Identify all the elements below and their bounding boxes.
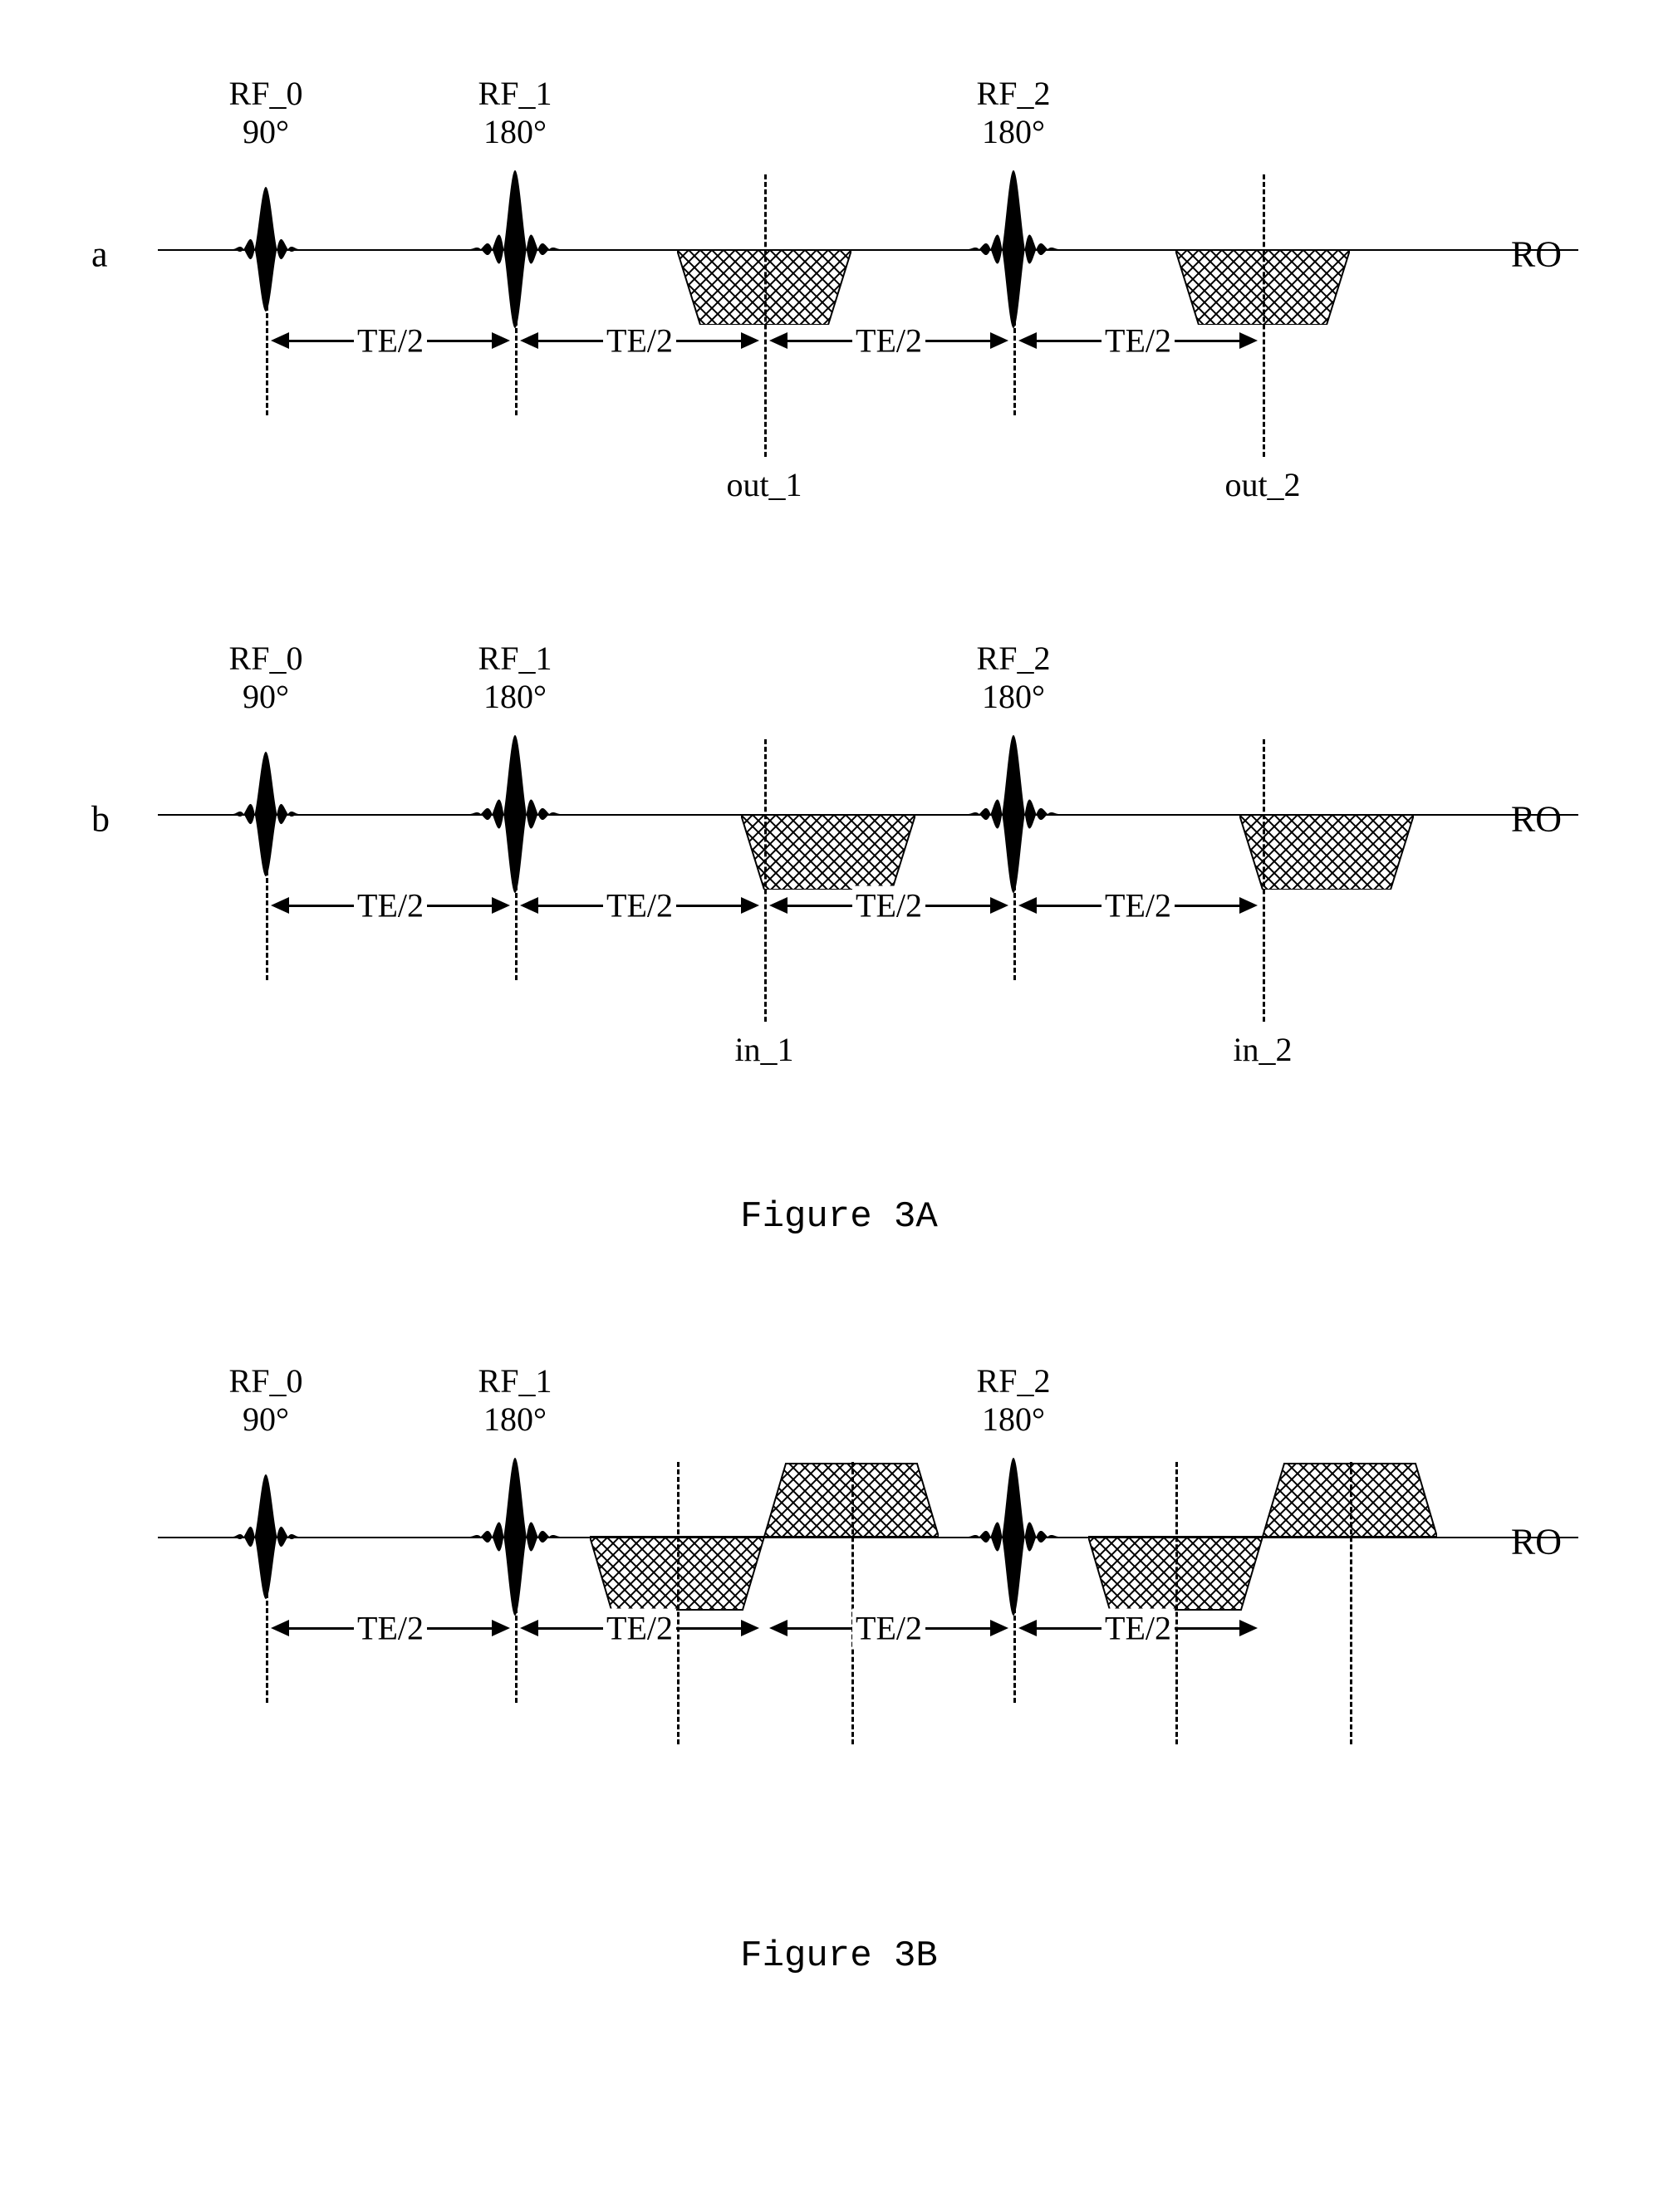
pulse-sequence-row: RO RF_090° RF_1180° RF_2180° TE/2 TE/2 TE/2 TE/… — [100, 1354, 1578, 1836]
readout-gradient — [1239, 815, 1414, 890]
te-half-label: TE/2 — [1101, 886, 1175, 925]
timing-marker-dash — [266, 1503, 268, 1703]
timing-marker-dash — [266, 216, 268, 415]
echo-label: out_2 — [1224, 465, 1300, 504]
te-half-label: TE/2 — [603, 321, 676, 360]
te-half-label: TE/2 — [1101, 321, 1175, 360]
timing-marker-dash — [1175, 1462, 1178, 1744]
rf-pulse-label: RF_2180° — [947, 640, 1080, 716]
timing-marker-dash — [764, 739, 767, 1022]
time-axis — [158, 249, 1578, 251]
figure-caption: Figure 3B — [100, 1935, 1578, 1977]
timing-marker-dash — [515, 781, 518, 980]
te-half-label: TE/2 — [1101, 1609, 1175, 1648]
timing-marker-dash — [1263, 739, 1265, 1022]
readout-axis-label: RO — [1511, 798, 1562, 841]
te-half-label: TE/2 — [852, 1609, 925, 1648]
readout-axis-label: RO — [1511, 1521, 1562, 1563]
row-label: a — [91, 233, 108, 276]
timing-marker-dash — [1350, 1462, 1352, 1744]
readout-gradient — [590, 1462, 939, 1611]
timing-marker-dash — [1013, 1503, 1016, 1703]
timing-marker-dash — [851, 1462, 854, 1744]
timing-marker-dash — [677, 1462, 680, 1744]
timing-marker-dash — [1263, 174, 1265, 457]
pulse-sequence-row: aRORF_090°RF_1180°RF_2180°TE/2TE/2TE/2TE… — [100, 66, 1578, 532]
rf-pulse-label: RF_2180° — [947, 75, 1080, 151]
readout-gradient — [741, 815, 915, 890]
te-half-label: TE/2 — [603, 1609, 676, 1648]
te-half-label: TE/2 — [852, 886, 925, 925]
timing-marker-dash — [764, 174, 767, 457]
te-half-label: TE/2 — [354, 321, 427, 360]
rf-pulse-label: RF_2180° — [947, 1362, 1080, 1439]
figure-caption: Figure 3A — [100, 1196, 1578, 1238]
row-label: b — [91, 798, 110, 841]
pulse-sequence-row: bRORF_090°RF_1180°RF_2180°TE/2TE/2TE/2TE… — [100, 631, 1578, 1096]
readout-axis-label: RO — [1511, 233, 1562, 276]
echo-label: out_1 — [726, 465, 802, 504]
timing-marker-dash — [515, 216, 518, 415]
te-half-label: TE/2 — [354, 886, 427, 925]
timing-marker-dash — [515, 1503, 518, 1703]
rf-pulse-label: RF_090° — [199, 75, 332, 151]
timing-marker-dash — [266, 781, 268, 980]
rf-pulse-label: RF_1180° — [449, 640, 581, 716]
echo-label: in_2 — [1233, 1030, 1292, 1069]
rf-pulse-label: RF_1180° — [449, 75, 581, 151]
timing-marker-dash — [1013, 216, 1016, 415]
te-half-label: TE/2 — [603, 886, 676, 925]
echo-label: in_1 — [734, 1030, 793, 1069]
rf-pulse-label: RF_090° — [199, 640, 332, 716]
te-half-label: TE/2 — [852, 321, 925, 360]
readout-gradient — [1088, 1462, 1437, 1611]
te-half-label: TE/2 — [354, 1609, 427, 1648]
rf-pulse-label: RF_1180° — [449, 1362, 581, 1439]
timing-marker-dash — [1013, 781, 1016, 980]
rf-pulse-label: RF_090° — [199, 1362, 332, 1439]
